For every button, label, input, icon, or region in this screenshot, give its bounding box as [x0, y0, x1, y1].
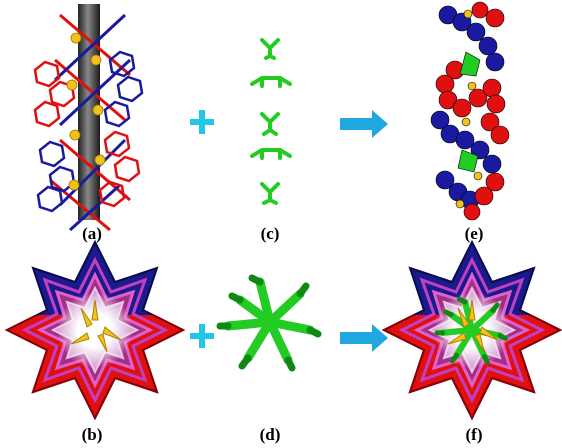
panel-label: (a): [82, 224, 102, 243]
page: (a) (c) (e) (b) (d): [0, 0, 562, 448]
panel-e-image: [431, 2, 509, 220]
panel-label: (d): [260, 425, 281, 444]
panel-label: (c): [261, 224, 280, 243]
panel-d-image: [220, 278, 318, 368]
plus-sign: [190, 110, 214, 134]
panel-label: (f): [466, 425, 483, 444]
panel-c-image: [252, 40, 290, 203]
plus-sign: [190, 324, 214, 348]
arrow: [340, 324, 388, 352]
panel-label: (e): [465, 224, 484, 243]
panel-label: (b): [82, 425, 103, 444]
arrow: [340, 110, 388, 138]
figure: (a) (c) (e) (b) (d): [0, 0, 562, 448]
panel-b-image: [7, 242, 183, 418]
panel-f-image: [384, 242, 560, 418]
panel-a-image: [35, 4, 142, 230]
